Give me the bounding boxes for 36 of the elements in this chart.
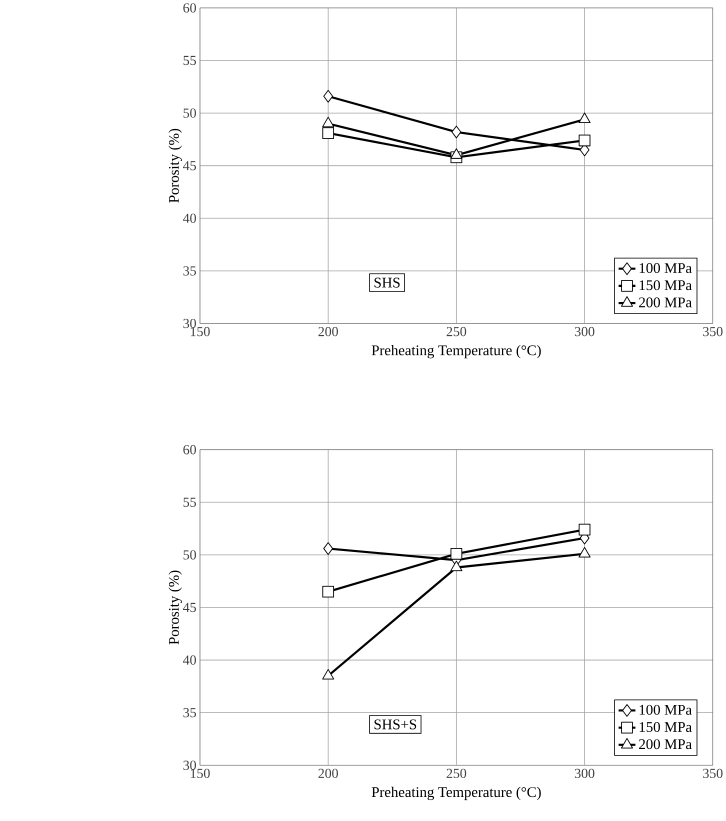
legend-label: 200 MPa [638, 297, 692, 308]
y-tick-label: 50 [183, 108, 196, 118]
y-tick-label: 50 [183, 550, 196, 560]
legend-label: 150 MPa [640, 280, 692, 290]
x-tick-label: 200 [318, 768, 338, 778]
annotation: SHS [374, 278, 400, 288]
y-axis-title: Porosity (%) [168, 570, 182, 644]
y-tick-label: 30 [183, 318, 196, 328]
y-tick-label: 35 [183, 708, 196, 718]
legend-label: 150 MPa [640, 722, 692, 732]
y-tick-label: 30 [183, 760, 196, 770]
legend-label: 100 MPa [640, 704, 692, 715]
x-axis-title: Preheating Temperature (°C) [372, 344, 541, 358]
x-tick-label: 350 [702, 326, 722, 336]
y-axis-title: Porosity (%) [168, 128, 182, 203]
y-tick-label: 60 [183, 445, 196, 454]
x-tick-label: 150 [190, 768, 210, 778]
y-tick-label: 60 [183, 3, 196, 13]
x-tick-label: 250 [446, 326, 466, 336]
x-tick-label: 300 [574, 326, 594, 336]
x-tick-label: 150 [190, 326, 210, 336]
x-tick-label: 350 [702, 768, 722, 778]
y-tick-label: 55 [183, 498, 196, 507]
legend-label: 100 MPa [640, 263, 692, 273]
x-tick-label: 250 [446, 768, 466, 778]
y-tick-label: 45 [182, 602, 196, 612]
annotation: SHS+S [374, 719, 416, 730]
y-tick-label: 35 [183, 266, 196, 276]
y-tick-label: 40 [182, 214, 196, 223]
y-tick-label: 45 [182, 161, 196, 170]
x-tick-label: 300 [574, 768, 594, 778]
y-tick-label: 40 [182, 655, 196, 665]
y-tick-label: 55 [183, 56, 196, 66]
x-tick-label: 200 [318, 326, 338, 336]
legend-label: 200 MPa [638, 739, 692, 750]
x-axis-title: Preheating Temperature (°C) [372, 786, 541, 800]
